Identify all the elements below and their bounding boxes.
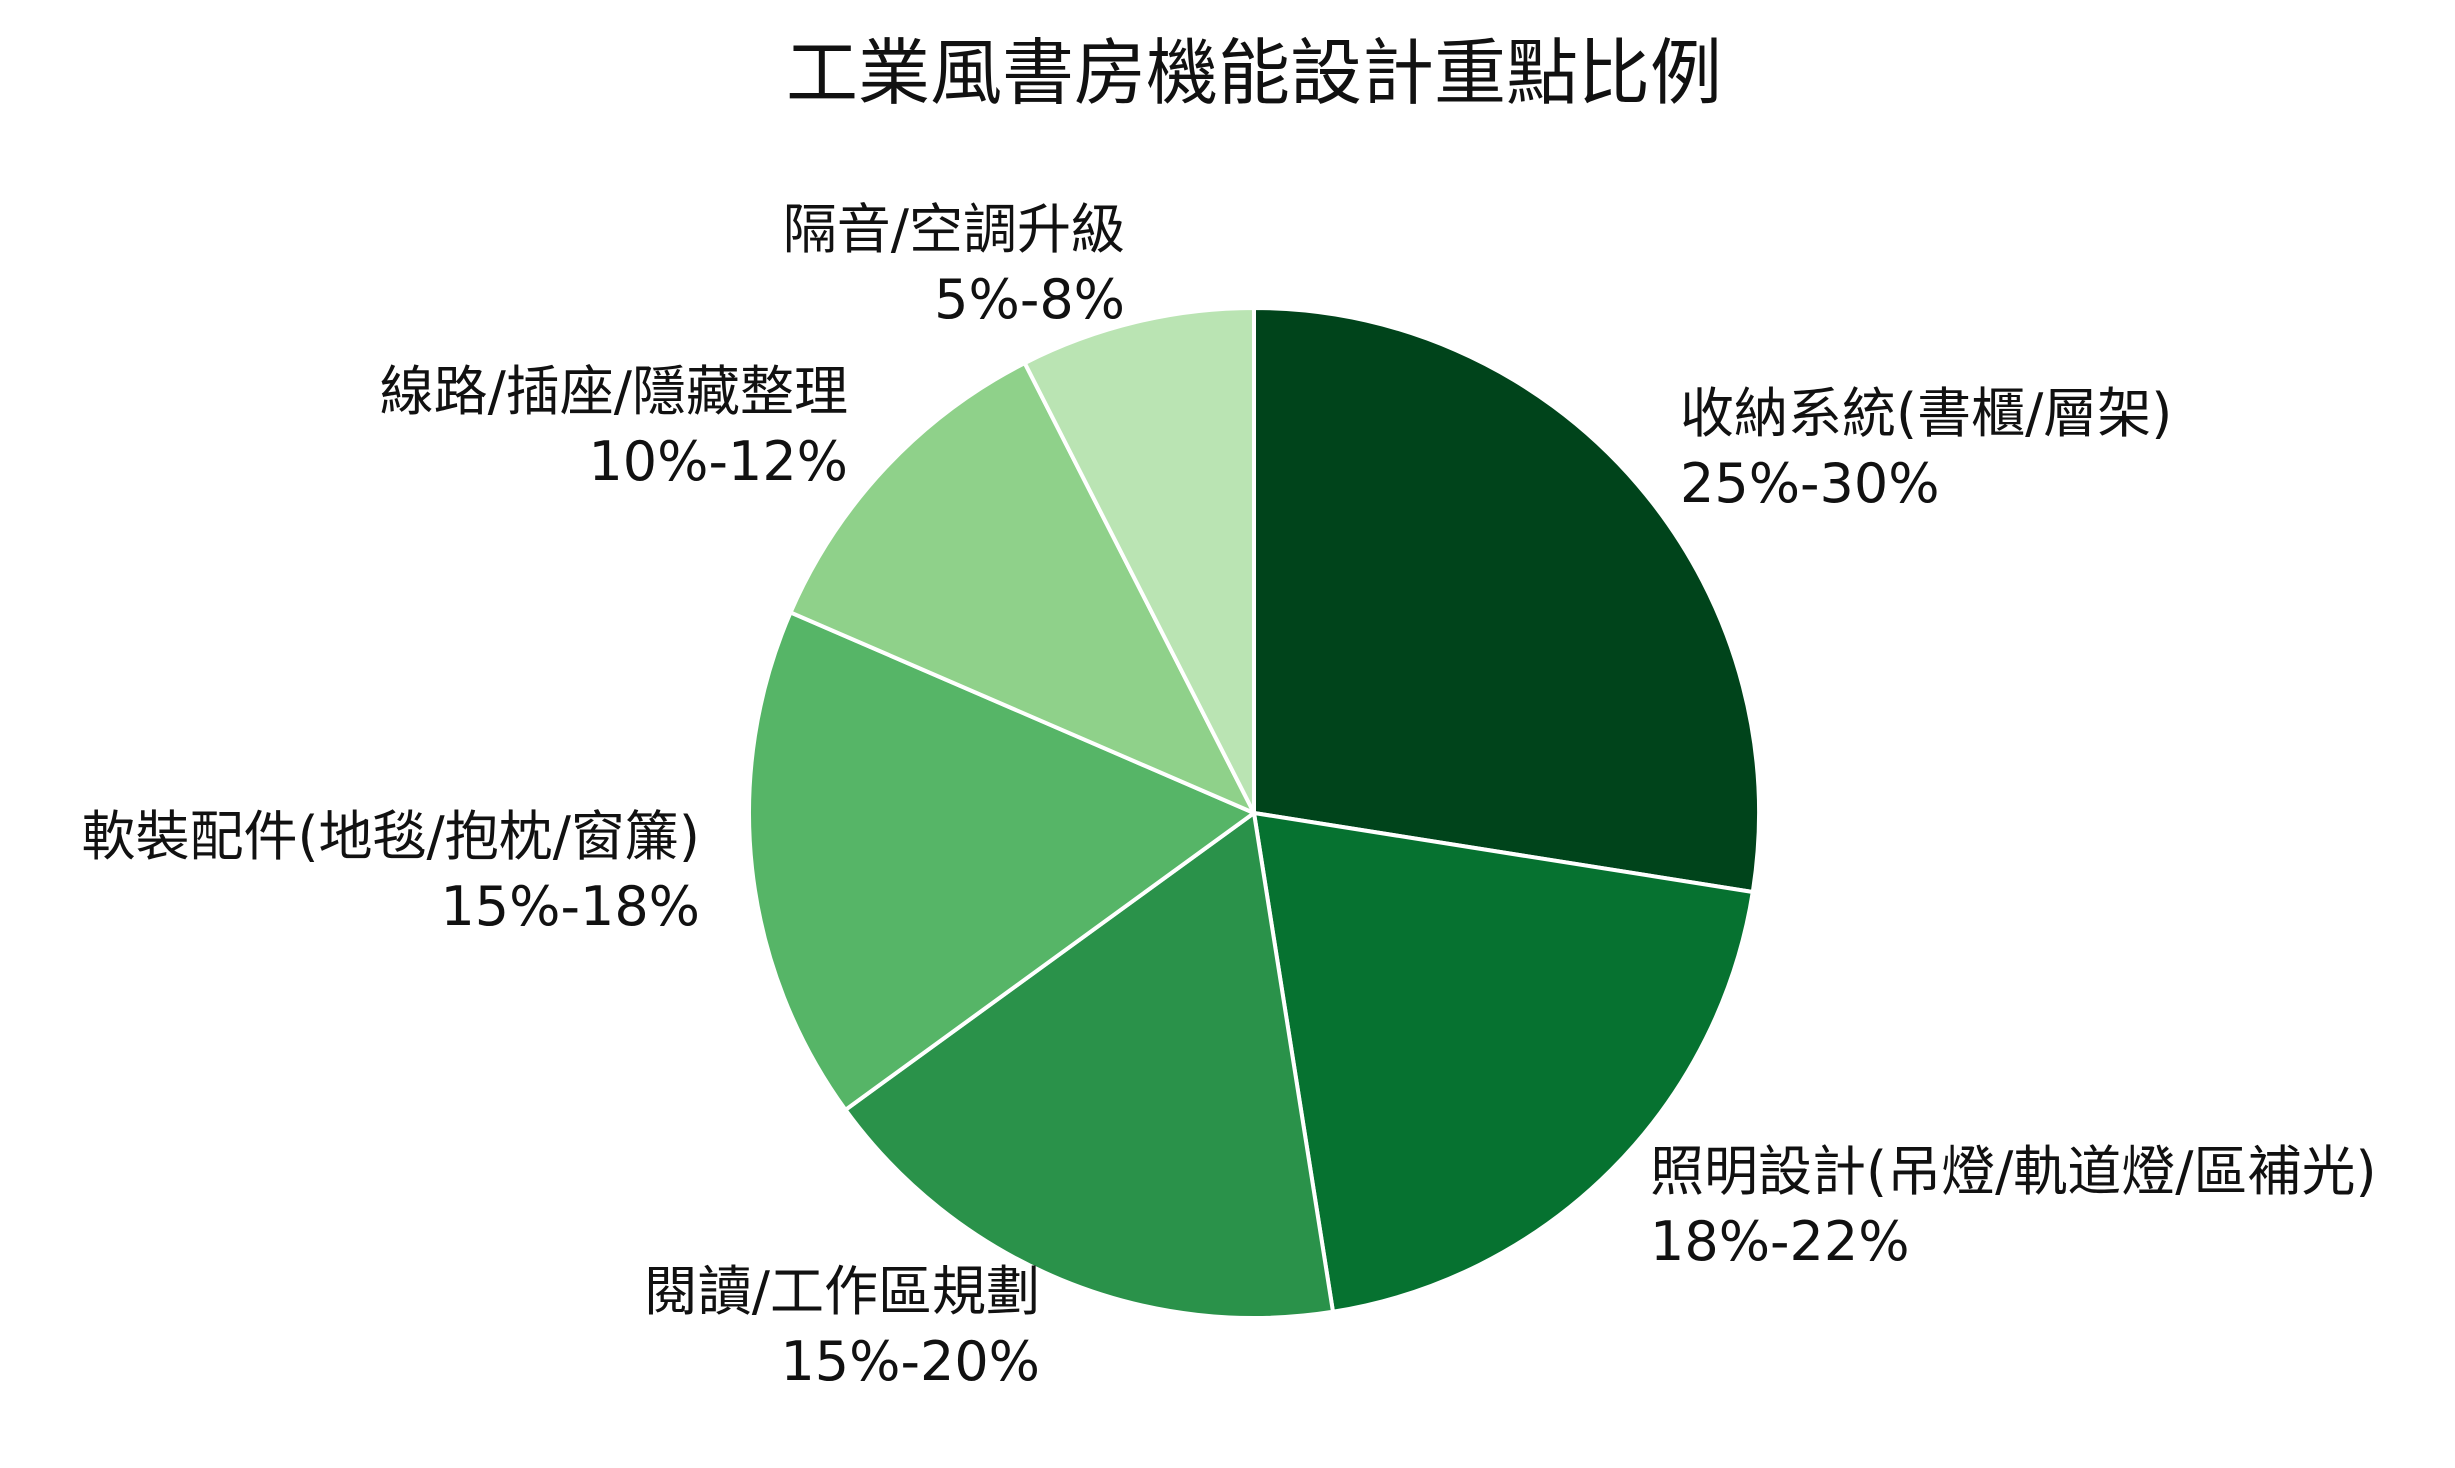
slice-percent: 18%-22%	[1650, 1210, 1910, 1273]
pie-slice-1	[1252, 306, 1761, 894]
slice-name: 軟裝配件(地毯/抱枕/窗簾)	[81, 805, 700, 868]
slice-name: 閱讀/工作區規劃	[644, 1260, 1040, 1323]
slice-percent: 15%-18%	[440, 875, 700, 938]
pie-slice-6	[1022, 306, 1256, 815]
slice-name: 隔音/空調升級	[783, 198, 1125, 261]
slice-label-3: 閱讀/工作區規劃 15%-20%	[644, 1260, 1040, 1393]
pie-slice-4	[747, 610, 1256, 1112]
pie-slice-5	[788, 361, 1256, 815]
slice-name: 照明設計(吊燈/軌道燈/區補光)	[1650, 1140, 2377, 1203]
slice-percent: 10%-12%	[588, 430, 848, 493]
slice-label-4: 軟裝配件(地毯/抱枕/窗簾) 15%-18%	[81, 805, 700, 938]
slice-percent: 25%-30%	[1680, 452, 1940, 515]
pie-slices	[747, 306, 1761, 1320]
slice-name: 線路/插座/隱藏整理	[380, 360, 848, 423]
chart-title: 工業風書房機能設計重點比例	[786, 31, 1722, 115]
slice-label-1: 收納系統(書櫃/層架) 25%-30%	[1680, 382, 2172, 515]
pie-slice-2	[1252, 811, 1755, 1314]
slice-percent: 15%-20%	[780, 1330, 1040, 1393]
slice-percent: 5%-8%	[934, 268, 1125, 331]
pie-slice-3	[843, 811, 1335, 1320]
slice-label-2: 照明設計(吊燈/軌道燈/區補光) 18%-22%	[1650, 1140, 2377, 1273]
slice-name: 收納系統(書櫃/層架)	[1680, 382, 2172, 445]
slice-label-5: 線路/插座/隱藏整理 10%-12%	[380, 360, 848, 493]
slice-label-6: 隔音/空調升級 5%-8%	[783, 198, 1125, 331]
slice-labels: 收納系統(書櫃/層架) 25%-30% 照明設計(吊燈/軌道燈/區補光) 18%-22…	[81, 198, 2376, 1393]
